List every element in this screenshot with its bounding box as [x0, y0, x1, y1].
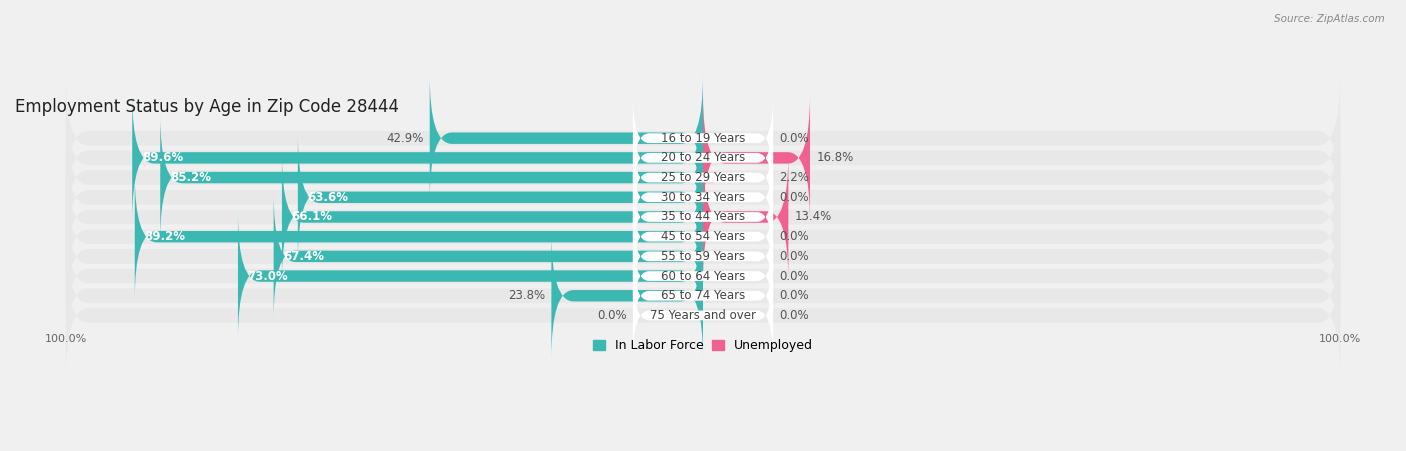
- FancyBboxPatch shape: [633, 271, 773, 360]
- FancyBboxPatch shape: [633, 94, 773, 183]
- Text: 89.6%: 89.6%: [142, 152, 183, 164]
- FancyBboxPatch shape: [66, 116, 1340, 239]
- Text: 60 to 64 Years: 60 to 64 Years: [661, 270, 745, 283]
- FancyBboxPatch shape: [633, 192, 773, 281]
- FancyBboxPatch shape: [551, 233, 703, 359]
- FancyBboxPatch shape: [66, 96, 1340, 220]
- Text: 0.0%: 0.0%: [779, 289, 808, 302]
- FancyBboxPatch shape: [66, 175, 1340, 298]
- FancyBboxPatch shape: [132, 95, 703, 221]
- FancyBboxPatch shape: [283, 154, 703, 280]
- Text: 85.2%: 85.2%: [170, 171, 211, 184]
- Text: 66.1%: 66.1%: [291, 211, 332, 224]
- Text: Employment Status by Age in Zip Code 28444: Employment Status by Age in Zip Code 284…: [15, 98, 399, 116]
- Text: 23.8%: 23.8%: [508, 289, 546, 302]
- FancyBboxPatch shape: [66, 136, 1340, 259]
- Text: 75 Years and over: 75 Years and over: [650, 309, 756, 322]
- FancyBboxPatch shape: [66, 77, 1340, 200]
- Text: 55 to 59 Years: 55 to 59 Years: [661, 250, 745, 263]
- FancyBboxPatch shape: [703, 95, 810, 221]
- Text: Source: ZipAtlas.com: Source: ZipAtlas.com: [1274, 14, 1385, 23]
- Text: 89.2%: 89.2%: [145, 230, 186, 243]
- FancyBboxPatch shape: [66, 234, 1340, 357]
- Text: 13.4%: 13.4%: [794, 211, 832, 224]
- Text: 25 to 29 Years: 25 to 29 Years: [661, 171, 745, 184]
- Text: 16 to 19 Years: 16 to 19 Years: [661, 132, 745, 145]
- FancyBboxPatch shape: [703, 170, 717, 185]
- Text: 20 to 24 Years: 20 to 24 Years: [661, 152, 745, 164]
- FancyBboxPatch shape: [66, 214, 1340, 338]
- Text: 63.6%: 63.6%: [308, 191, 349, 204]
- Text: 67.4%: 67.4%: [283, 250, 325, 263]
- Text: 0.0%: 0.0%: [779, 309, 808, 322]
- FancyBboxPatch shape: [66, 195, 1340, 318]
- Text: 0.0%: 0.0%: [779, 132, 808, 145]
- Text: 73.0%: 73.0%: [247, 270, 288, 283]
- Text: 35 to 44 Years: 35 to 44 Years: [661, 211, 745, 224]
- Text: 42.9%: 42.9%: [387, 132, 423, 145]
- FancyBboxPatch shape: [703, 154, 789, 280]
- FancyBboxPatch shape: [66, 155, 1340, 279]
- FancyBboxPatch shape: [135, 174, 703, 300]
- Text: 0.0%: 0.0%: [779, 191, 808, 204]
- FancyBboxPatch shape: [160, 115, 703, 241]
- Text: 0.0%: 0.0%: [598, 309, 627, 322]
- FancyBboxPatch shape: [633, 212, 773, 301]
- Text: 0.0%: 0.0%: [779, 250, 808, 263]
- FancyBboxPatch shape: [633, 232, 773, 321]
- FancyBboxPatch shape: [274, 193, 703, 320]
- Text: 0.0%: 0.0%: [779, 270, 808, 283]
- Text: 45 to 54 Years: 45 to 54 Years: [661, 230, 745, 243]
- FancyBboxPatch shape: [633, 173, 773, 262]
- FancyBboxPatch shape: [633, 251, 773, 340]
- FancyBboxPatch shape: [633, 114, 773, 202]
- Text: 2.2%: 2.2%: [779, 171, 810, 184]
- FancyBboxPatch shape: [430, 75, 703, 202]
- Text: 16.8%: 16.8%: [817, 152, 853, 164]
- FancyBboxPatch shape: [633, 133, 773, 222]
- FancyBboxPatch shape: [633, 153, 773, 242]
- Text: 65 to 74 Years: 65 to 74 Years: [661, 289, 745, 302]
- Legend: In Labor Force, Unemployed: In Labor Force, Unemployed: [588, 334, 818, 357]
- FancyBboxPatch shape: [298, 134, 703, 261]
- Text: 0.0%: 0.0%: [779, 230, 808, 243]
- FancyBboxPatch shape: [66, 254, 1340, 377]
- Text: 30 to 34 Years: 30 to 34 Years: [661, 191, 745, 204]
- FancyBboxPatch shape: [238, 213, 703, 339]
